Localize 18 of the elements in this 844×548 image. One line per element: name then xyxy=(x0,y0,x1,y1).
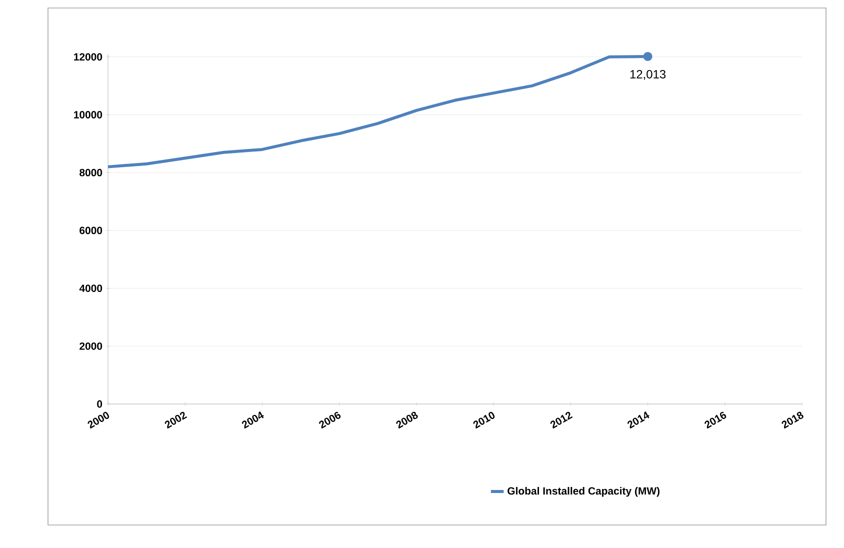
x-tick-label: 2010 xyxy=(473,412,495,429)
x-tick-label: 2016 xyxy=(704,412,726,429)
x-tick-label: 2014 xyxy=(628,411,650,429)
legend-label: Global Installed Capacity (MW) xyxy=(508,486,660,497)
y-tick-label: 12000 xyxy=(74,53,102,61)
y-tick-label: 10000 xyxy=(74,111,102,118)
y-tick-label: 2000 xyxy=(80,342,102,350)
x-tick-label: 2018 xyxy=(782,412,804,429)
y-tick-label: 4000 xyxy=(79,284,102,292)
x-tick-label: 2002 xyxy=(164,412,188,429)
y-tick-label: 8000 xyxy=(80,168,102,176)
y-tick-label: 0 xyxy=(97,400,102,408)
annotation: 12,013 xyxy=(630,70,666,80)
x-tick-label: 2008 xyxy=(396,412,418,429)
x-tick-label: 2012 xyxy=(550,412,573,429)
x-tick-label: 2004 xyxy=(242,411,264,429)
y-tick-label: 6000 xyxy=(80,226,102,234)
x-tick-label: 2006 xyxy=(319,412,341,429)
